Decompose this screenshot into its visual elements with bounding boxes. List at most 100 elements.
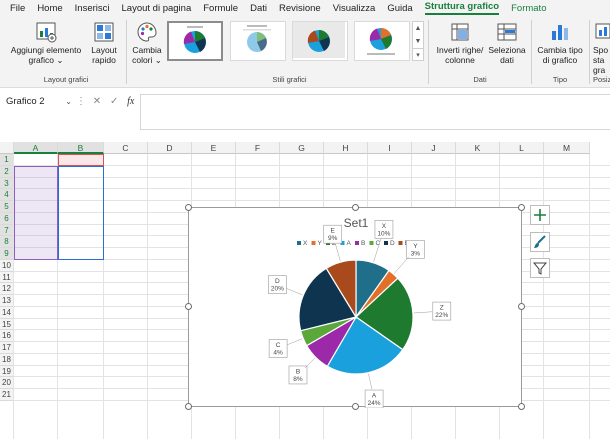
column-gridline <box>57 154 58 439</box>
change-colors-button[interactable]: Cambia colori ⌄ <box>130 21 164 65</box>
name-box-dropdown-icon[interactable]: ⌄ <box>65 97 72 106</box>
chart-style-2[interactable] <box>230 21 286 61</box>
row-header-16[interactable]: 16 <box>0 330 14 342</box>
resize-handle-top-right[interactable] <box>518 204 525 211</box>
tab-home[interactable]: Home <box>37 2 63 14</box>
resize-handle-top[interactable] <box>352 204 359 211</box>
data-label-cell[interactable] <box>14 166 58 177</box>
column-header-i[interactable]: I <box>368 142 412 154</box>
data-value-cell[interactable] <box>58 166 104 177</box>
data-value-cell[interactable] <box>58 189 104 200</box>
row-header-21[interactable]: 21 <box>0 389 14 401</box>
row-header-5[interactable]: 5 <box>0 201 14 213</box>
data-label-cell[interactable] <box>14 236 58 247</box>
row-header-9[interactable]: 9 <box>0 248 14 260</box>
tab-file[interactable]: File <box>10 2 26 14</box>
resize-handle-bottom-right[interactable] <box>518 403 525 410</box>
tab-formato[interactable]: Formato <box>511 2 547 14</box>
data-value-cell[interactable] <box>58 178 104 189</box>
data-value-cell[interactable] <box>58 248 104 259</box>
chart-style-3-preview <box>293 22 345 58</box>
row-header-15[interactable]: 15 <box>0 318 14 331</box>
row-header-13[interactable]: 13 <box>0 295 14 307</box>
column-header-c[interactable]: C <box>104 142 148 154</box>
quick-layout-button[interactable]: Layout rapido <box>86 21 122 65</box>
chart-style-4[interactable] <box>354 21 410 61</box>
cancel-icon[interactable]: ✕ <box>92 96 102 107</box>
column-header-f[interactable]: F <box>236 142 280 154</box>
row-header-4[interactable]: 4 <box>0 189 14 201</box>
tab-dati[interactable]: Dati <box>250 2 267 14</box>
fx-icon[interactable]: fx <box>127 96 135 107</box>
column-header-b[interactable]: B <box>58 142 104 154</box>
chart-styles-button[interactable] <box>530 232 550 252</box>
row-header-12[interactable]: 12 <box>0 283 14 295</box>
data-label-cell[interactable] <box>14 213 58 224</box>
chart-elements-button[interactable] <box>530 205 550 225</box>
switch-row-column-button[interactable]: Inverti righe/ colonne <box>433 21 487 65</box>
cell-a1[interactable] <box>14 154 58 165</box>
data-value-cell[interactable] <box>58 236 104 247</box>
tab-inserisci[interactable]: Inserisci <box>74 2 110 14</box>
gallery-up-icon[interactable]: ▲ <box>414 25 422 32</box>
select-data-button[interactable]: Seleziona dati <box>487 21 527 65</box>
column-header-m[interactable]: M <box>544 142 590 154</box>
cell-b1[interactable] <box>58 154 104 165</box>
gallery-down-icon[interactable]: ▼ <box>414 38 422 45</box>
pie-chart[interactable]: Set1XYZABCDEX10%Y3%Z22%A24%B8%C4%D20%E9% <box>188 207 522 409</box>
data-label-cell[interactable] <box>14 189 58 200</box>
change-chart-type-button[interactable]: Cambia tipo di grafico <box>535 21 585 65</box>
row-header-1[interactable]: 1 <box>0 154 14 166</box>
formula-input[interactable] <box>140 94 610 130</box>
tab-revisione[interactable]: Revisione <box>278 2 321 14</box>
resize-handle-left[interactable] <box>185 303 192 310</box>
row-header-7[interactable]: 7 <box>0 224 14 237</box>
move-chart-button[interactable]: Sposta gra <box>593 21 610 75</box>
gallery-more-icon[interactable]: ▾ <box>413 48 423 62</box>
more-options-icon[interactable]: ⋮ <box>76 96 86 107</box>
chart-style-3[interactable] <box>292 21 348 61</box>
column-header-j[interactable]: J <box>412 142 456 154</box>
resize-handle-bottom-left[interactable] <box>185 403 192 410</box>
column-header-g[interactable]: G <box>280 142 324 154</box>
tab-visualizza[interactable]: Visualizza <box>332 2 376 14</box>
chart-filters-button[interactable] <box>530 258 550 278</box>
column-header-e[interactable]: E <box>192 142 236 154</box>
add-chart-element-button[interactable]: Aggiungi elemento grafico ⌄ <box>6 21 86 65</box>
resize-handle-bottom[interactable] <box>352 403 359 410</box>
row-header-19[interactable]: 19 <box>0 365 14 378</box>
data-value-cell[interactable] <box>58 201 104 212</box>
select-all-corner[interactable] <box>0 142 14 154</box>
tab-layout-di-pagina[interactable]: Layout di pagina <box>121 2 192 14</box>
row-header-10[interactable]: 10 <box>0 259 14 272</box>
row-header-17[interactable]: 17 <box>0 342 14 354</box>
column-header-l[interactable]: L <box>500 142 544 154</box>
tab-formule[interactable]: Formule <box>203 2 239 14</box>
row-header-8[interactable]: 8 <box>0 236 14 248</box>
column-header-d[interactable]: D <box>148 142 192 154</box>
tab-guida[interactable]: Guida <box>387 2 413 14</box>
data-value-cell[interactable] <box>58 225 104 236</box>
resize-handle-right[interactable] <box>518 303 525 310</box>
row-header-14[interactable]: 14 <box>0 306 14 319</box>
data-label-cell[interactable] <box>14 225 58 236</box>
data-label-cell[interactable] <box>14 178 58 189</box>
row-header-18[interactable]: 18 <box>0 353 14 366</box>
gallery-scroll[interactable]: ▲ ▼ ▾ <box>412 21 424 61</box>
column-header-h[interactable]: H <box>324 142 368 154</box>
data-label-cell[interactable] <box>14 201 58 212</box>
resize-handle-top-left[interactable] <box>185 204 192 211</box>
column-header-a[interactable]: A <box>14 142 58 154</box>
row-header-20[interactable]: 20 <box>0 377 14 389</box>
enter-icon[interactable]: ✓ <box>109 96 119 107</box>
row-header-11[interactable]: 11 <box>0 271 14 284</box>
chart-style-1[interactable] <box>167 21 223 61</box>
data-label-cell[interactable] <box>14 248 58 259</box>
row-header-6[interactable]: 6 <box>0 212 14 225</box>
data-value-cell[interactable] <box>58 213 104 224</box>
row-header-3[interactable]: 3 <box>0 177 14 190</box>
tab-struttura-grafico[interactable]: Struttura grafico <box>424 1 500 15</box>
row-header-2[interactable]: 2 <box>0 165 14 178</box>
column-header-k[interactable]: K <box>456 142 500 154</box>
name-box[interactable]: Grafico 2 ⌄ <box>4 94 74 110</box>
